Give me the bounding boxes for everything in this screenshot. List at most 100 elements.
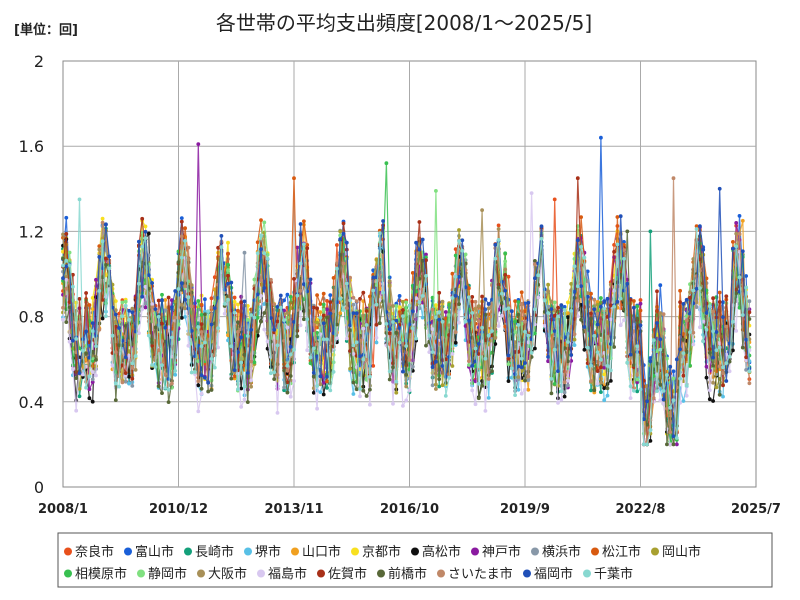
- data-point: [61, 276, 65, 281]
- data-point: [473, 346, 478, 351]
- data-point: [242, 250, 247, 255]
- data-point: [229, 376, 234, 381]
- data-point: [552, 347, 557, 352]
- data-point: [632, 388, 636, 393]
- data-point: [552, 313, 557, 318]
- data-point: [285, 325, 290, 330]
- data-point: [437, 384, 442, 389]
- data-point: [513, 319, 517, 324]
- data-point: [120, 380, 125, 385]
- data-point: [166, 295, 171, 300]
- data-point: [506, 353, 511, 358]
- data-point: [305, 246, 310, 251]
- data-point: [130, 361, 135, 366]
- legend-label: 長崎市: [195, 544, 234, 560]
- data-point: [64, 264, 69, 269]
- data-point: [519, 356, 524, 361]
- data-point: [401, 369, 405, 374]
- data-point: [641, 442, 646, 447]
- data-point: [585, 345, 590, 350]
- data-point: [463, 252, 468, 257]
- data-point: [183, 306, 188, 311]
- data-point: [170, 305, 174, 310]
- data-point: [117, 343, 121, 347]
- data-point: [523, 361, 527, 365]
- data-point: [338, 229, 343, 234]
- data-point: [196, 409, 201, 414]
- data-point: [64, 320, 69, 324]
- data-point: [117, 326, 121, 330]
- legend-label: 山口市: [302, 544, 341, 560]
- data-point: [622, 240, 626, 244]
- data-point: [566, 300, 570, 305]
- data-point: [427, 350, 432, 354]
- data-point: [546, 289, 550, 294]
- data-point: [744, 274, 748, 278]
- data-point: [684, 393, 689, 398]
- data-point: [608, 303, 613, 308]
- data-point: [533, 259, 537, 263]
- data-point: [493, 342, 498, 346]
- data-point: [189, 329, 194, 333]
- data-point: [321, 321, 326, 326]
- data-point: [117, 311, 121, 316]
- data-point: [143, 284, 148, 289]
- data-point: [678, 300, 682, 304]
- data-point: [404, 344, 409, 348]
- data-point: [480, 208, 484, 213]
- data-point: [625, 229, 630, 234]
- data-point: [509, 309, 514, 314]
- data-point: [269, 371, 273, 376]
- data-point: [262, 251, 267, 256]
- data-point: [113, 398, 118, 402]
- data-point: [476, 381, 481, 386]
- legend-item: 福岡市: [523, 566, 573, 582]
- data-point: [546, 311, 550, 315]
- data-point: [183, 226, 188, 231]
- legend-item: 岡山市: [651, 544, 701, 560]
- legend-label: 松江市: [602, 544, 641, 560]
- data-point: [265, 339, 270, 344]
- data-point: [150, 305, 155, 310]
- series-20: [61, 197, 752, 447]
- data-point: [721, 394, 725, 399]
- data-point: [533, 276, 537, 281]
- data-point: [203, 340, 207, 345]
- data-point: [199, 344, 204, 349]
- data-point: [80, 348, 85, 353]
- data-point: [285, 292, 290, 297]
- data-point: [724, 361, 729, 365]
- data-point: [513, 340, 517, 344]
- data-point: [321, 392, 326, 397]
- data-point: [645, 422, 649, 427]
- data-point: [744, 355, 748, 360]
- data-point: [737, 275, 742, 280]
- data-point: [321, 291, 326, 296]
- data-point: [302, 219, 306, 224]
- data-point: [467, 286, 471, 291]
- legend-marker: [377, 569, 385, 578]
- data-point: [239, 300, 244, 305]
- data-point: [173, 299, 178, 304]
- data-point: [585, 291, 590, 296]
- data-point: [503, 307, 508, 312]
- data-point: [635, 304, 640, 309]
- data-point: [308, 355, 313, 360]
- data-point: [486, 333, 491, 338]
- data-point: [61, 317, 65, 322]
- data-point: [100, 239, 105, 244]
- data-point: [467, 318, 471, 323]
- data-point: [582, 347, 587, 352]
- legend-marker: [651, 547, 659, 556]
- data-point: [691, 342, 696, 347]
- data-point: [143, 305, 148, 310]
- data-point: [338, 233, 343, 238]
- legend-item: 前橋市: [377, 566, 427, 582]
- data-point: [245, 318, 250, 322]
- data-point: [315, 331, 319, 335]
- data-point: [84, 344, 88, 348]
- data-point: [443, 310, 448, 314]
- data-point: [203, 309, 207, 314]
- legend-label: 京都市: [362, 544, 401, 560]
